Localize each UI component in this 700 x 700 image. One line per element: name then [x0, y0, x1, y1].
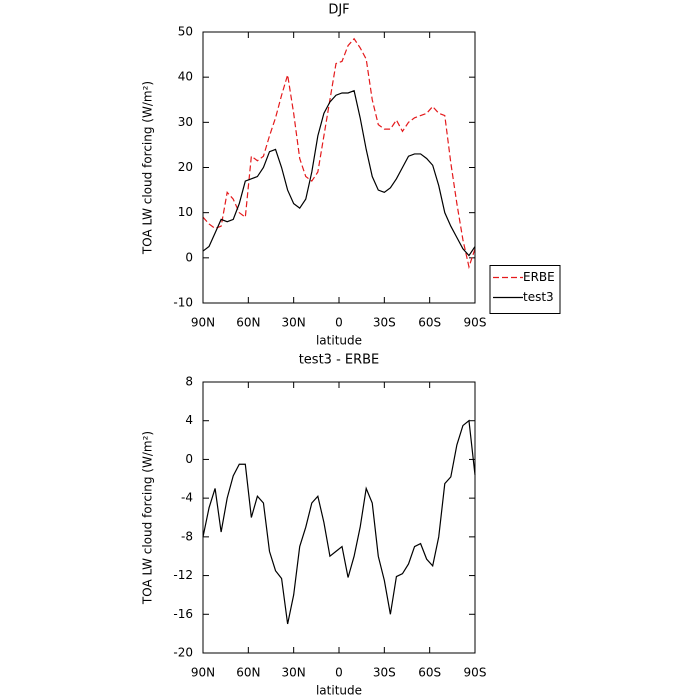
y-tick-label: 0: [185, 452, 193, 466]
panel: DJF latitude TOA LW cloud forcing (W/m²) 90…: [141, 3, 561, 348]
x-tick-label: 90S: [464, 666, 487, 680]
x-tick-label: 60S: [418, 666, 441, 680]
y-tick-label: -16: [173, 607, 193, 621]
x-tick-label: 90N: [191, 666, 215, 680]
x-tick-label: 30S: [373, 666, 396, 680]
y-tick-label: -10: [173, 296, 193, 310]
y-tick-label: 0: [185, 250, 193, 264]
chart-title: test3 - ERBE: [299, 353, 380, 368]
y-tick-label: 4: [185, 413, 193, 427]
legend-box: [489, 265, 561, 314]
y-tick-label: -20: [173, 646, 193, 660]
x-tick-label: 30S: [373, 316, 396, 330]
data-line: [202, 419, 476, 625]
y-tick-label: 40: [178, 70, 193, 84]
y-tick-label: -4: [181, 491, 193, 505]
data-line: [202, 37, 476, 270]
y-axis-label: TOA LW cloud forcing (W/m²): [141, 81, 155, 255]
y-tick-label: -12: [173, 568, 193, 582]
x-tick-label: 0: [335, 316, 343, 330]
x-tick-label: 60S: [418, 316, 441, 330]
x-tick-label: 30N: [282, 666, 306, 680]
x-tick-label: 60N: [236, 666, 260, 680]
y-tick-label: 20: [178, 160, 193, 174]
x-tick-label: 30N: [282, 316, 306, 330]
y-tick-label: 8: [185, 375, 193, 389]
legend-label: test3: [523, 290, 554, 304]
x-axis-label: latitude: [316, 684, 362, 698]
y-tick-label: -8: [181, 529, 193, 543]
x-tick-label: 0: [335, 666, 343, 680]
x-tick-label: 60N: [236, 316, 260, 330]
y-tick-label: 10: [178, 205, 193, 219]
plot-frame: [202, 381, 476, 654]
chart-title: DJF: [328, 3, 349, 18]
x-axis-label: latitude: [316, 334, 362, 348]
x-tick-label: 90N: [191, 316, 215, 330]
plot-frame: [202, 31, 476, 304]
legend-label: ERBE: [523, 270, 555, 284]
y-axis-label: TOA LW cloud forcing (W/m²): [141, 431, 155, 605]
panel: test3 - ERBE latitude TOA LW cloud forcing…: [141, 353, 487, 698]
data-line: [202, 89, 476, 257]
y-tick-label: 50: [178, 25, 193, 39]
y-tick-label: 30: [178, 115, 193, 129]
x-tick-label: 90S: [464, 316, 487, 330]
